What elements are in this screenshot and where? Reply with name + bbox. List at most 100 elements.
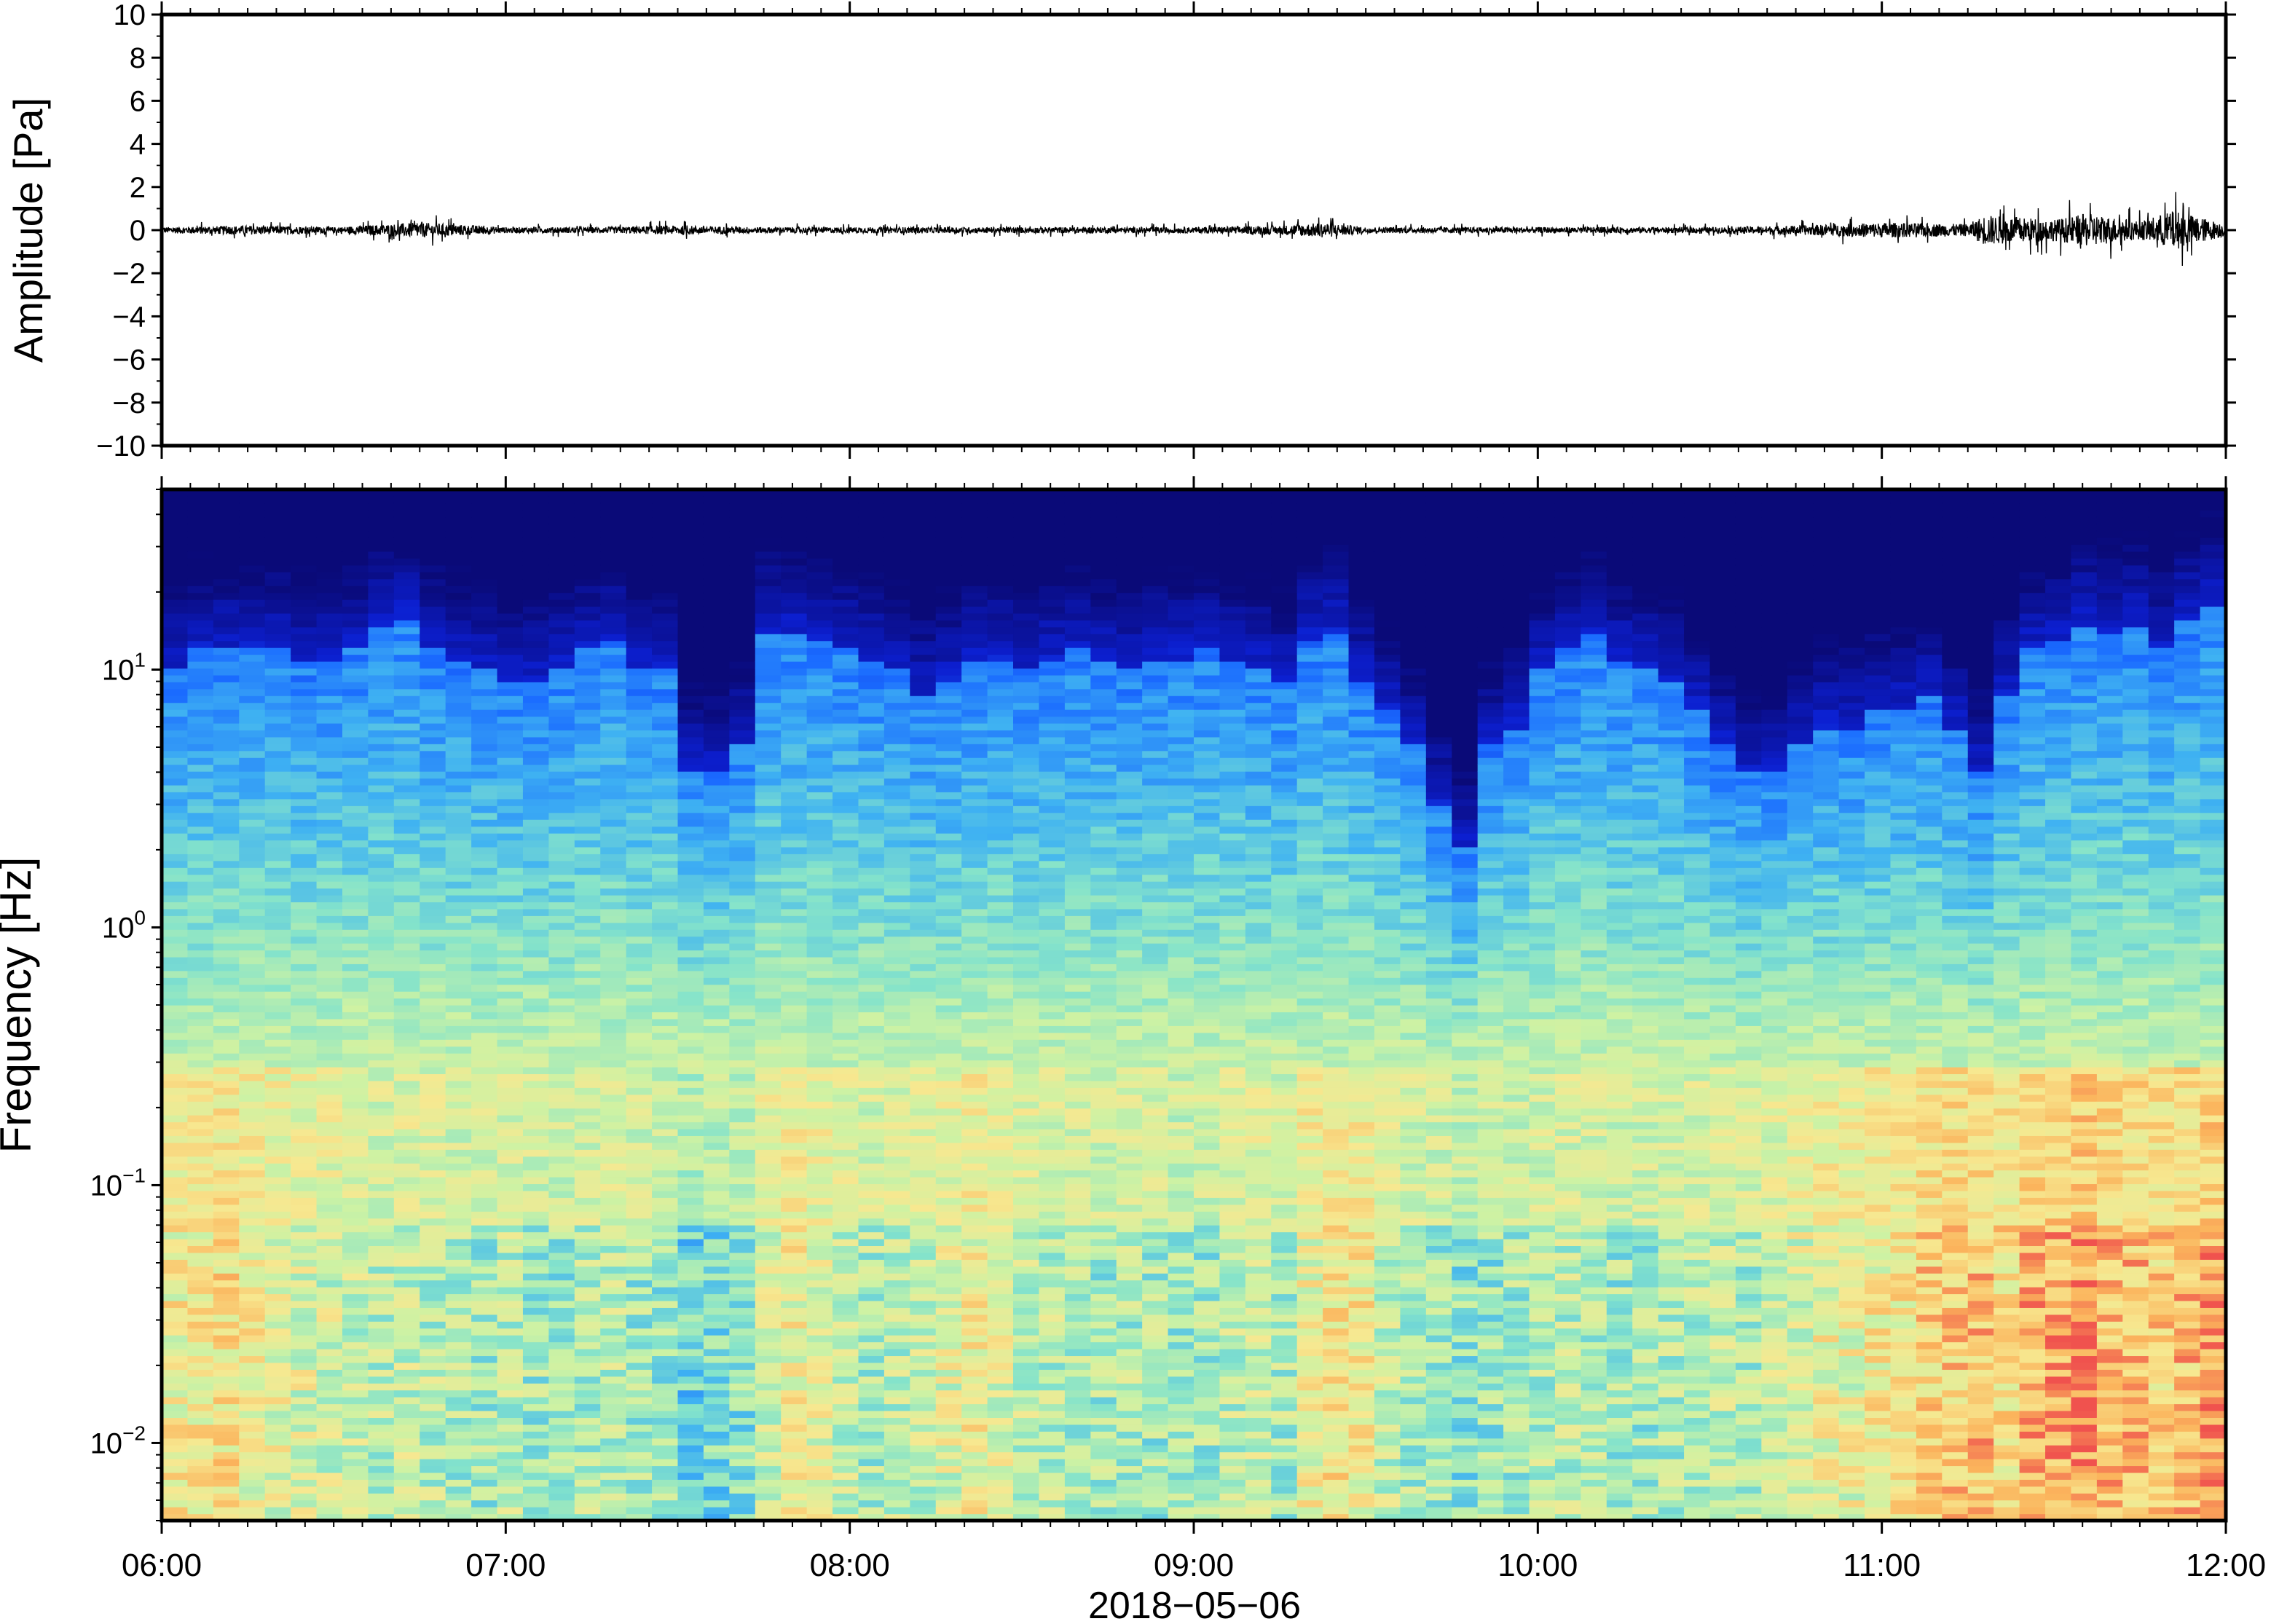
spectrogram-cell [652,682,679,690]
spectrogram-cell [652,1197,679,1205]
spectrogram-cell [883,963,910,971]
spectrogram-cell [393,1163,420,1171]
spectrogram-cell [935,1472,962,1480]
spectrogram-cell [858,1245,885,1253]
spectrogram-cell [961,860,988,868]
spectrogram-cell [445,1445,472,1453]
spectrogram-cell [652,1066,679,1074]
spectrogram-cell [677,502,704,511]
spectrogram-cell [548,778,575,786]
spectrogram-cell [162,1032,189,1040]
spectrogram-cell [187,1225,214,1233]
spectrogram-cell [910,620,937,628]
spectrogram-cell [883,936,910,944]
spectrogram-cell [961,586,988,594]
spectrogram-cell [703,744,730,752]
spectrogram-cell [755,634,782,642]
spectrogram-cell [291,840,318,848]
spectrogram-cell [420,1094,446,1102]
spectrogram-cell [652,977,679,985]
spectrogram-cell [291,1025,318,1033]
spectrogram-cell [574,1383,601,1391]
spectrogram-cell [264,722,291,730]
spectrogram-cell [652,586,679,594]
spectrogram-cell [652,674,679,682]
spectrogram-cell [600,1493,627,1501]
spectrogram-cell [445,963,472,971]
spectrogram-cell [445,998,472,1006]
spectrogram-cell [368,1211,395,1219]
spectrogram-cell [781,730,808,738]
spectrogram-cell [522,1039,549,1047]
spectrogram-cell [548,634,575,642]
spectrogram-cell [935,1410,962,1418]
spectrogram-cell [264,1390,291,1398]
spectrogram-cell [264,984,291,992]
spectrogram-cell [213,1273,240,1281]
spectrogram-cell [445,1231,472,1239]
spectrogram-cell [833,1094,859,1102]
spectrogram-cell [677,489,704,497]
spectrogram-cell [213,682,240,690]
spectrogram-cell [961,647,988,655]
spectrogram-cell [342,1252,369,1260]
spectrogram-cell [781,1060,808,1068]
spectrogram-cell [445,860,472,868]
spectrogram-cell [703,867,730,875]
spectrogram-cell [781,736,808,744]
spectrogram-cell [858,592,885,600]
spectrogram-cell [393,510,420,518]
spectrogram-cell [213,1507,240,1515]
spectrogram-cell [781,1101,808,1109]
spectrogram-cell [445,1073,472,1081]
spectrogram-cell [935,640,962,648]
spectrogram-cell [652,1211,679,1219]
spectrogram-cell [935,1018,962,1026]
spectrogram-cell [187,1266,214,1274]
spectrogram-cell [883,881,910,889]
spectrogram-cell [626,586,653,594]
spectrogram-cell [781,1039,808,1047]
spectrogram-cell [652,1280,679,1288]
spectrogram-cell [729,688,756,696]
spectrogram-cell [961,695,988,703]
spectrogram-cell [420,805,446,813]
spectrogram-cell [316,1087,343,1095]
spectrogram-cell [368,688,395,696]
spectrogram-cell [420,654,446,662]
spectrogram-cell [600,929,627,937]
spectrogram-cell [471,606,498,614]
spectrogram-cell [729,730,756,738]
spectrogram-cell [833,1080,859,1088]
spectrogram-cell [755,929,782,937]
spectrogram-cell [677,544,704,552]
spectrogram-cell [445,586,472,594]
spectrogram-cell [883,612,910,620]
spectrogram-cell [213,1142,240,1150]
spectrogram-cell [833,1431,859,1439]
spectrogram-cell [833,1499,859,1507]
spectrogram-cell [781,778,808,786]
spectrogram-cell [652,750,679,758]
spectrogram-cell [522,1369,549,1377]
spectrogram-cell [264,1266,291,1274]
spectrogram-cell [677,1403,704,1411]
spectrogram-cell [652,558,679,566]
spectrogram-cell [910,1259,937,1267]
spectrogram-cell [652,1053,679,1061]
spectrogram-cell [652,730,679,738]
spectrogram-cell [548,963,575,971]
spectrogram-cell [497,1066,524,1074]
spectrogram-cell [471,744,498,752]
spectrogram-cell [626,888,653,896]
spectrogram-cell [239,1066,266,1074]
spectrogram-cell [626,1080,653,1088]
spectrogram-cell [703,1183,730,1191]
spectrogram-cell [187,688,214,696]
spectrogram-cell [548,764,575,772]
spectrogram-cell [781,1259,808,1267]
spectrogram-cell [239,496,266,504]
spectrogram-cell [961,991,988,999]
spectrogram-cell [239,846,266,854]
spectrogram-cell [833,1266,859,1274]
